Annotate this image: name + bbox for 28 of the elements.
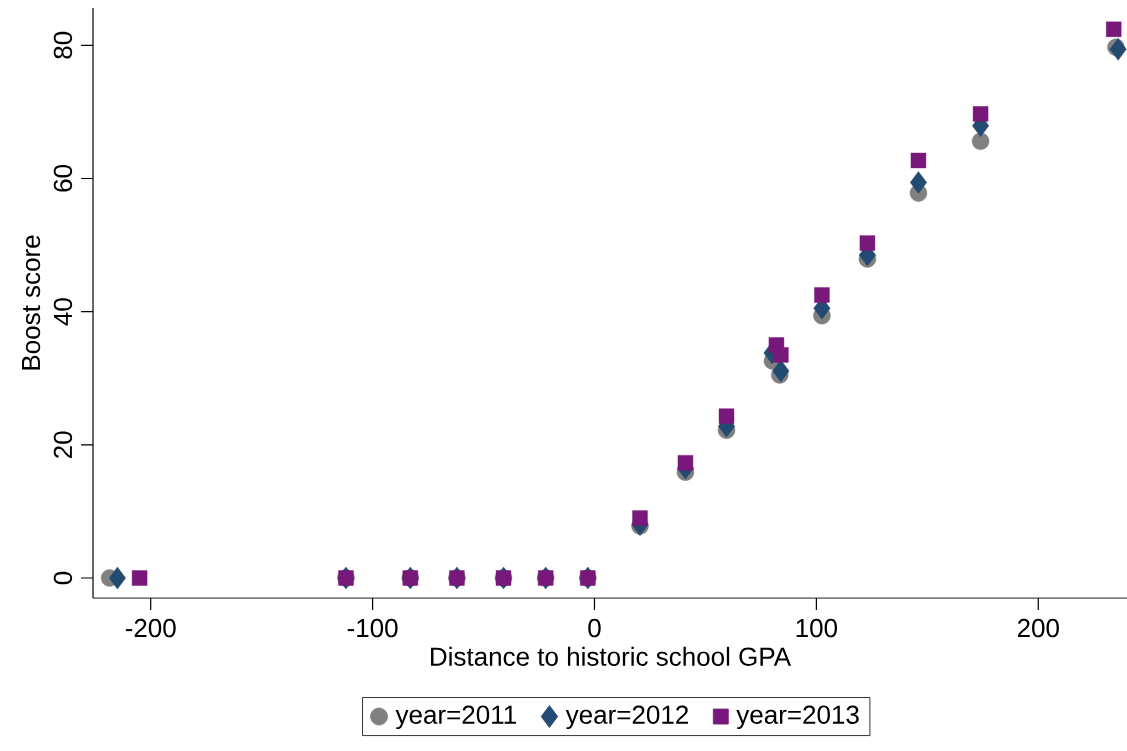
point — [773, 347, 789, 363]
point — [108, 566, 126, 590]
point — [814, 287, 830, 303]
x-tick-label: 100 — [796, 618, 838, 638]
point — [718, 408, 735, 424]
x-tick-label: -200 — [125, 618, 176, 638]
point — [632, 510, 648, 526]
point — [910, 152, 927, 169]
point — [972, 106, 989, 122]
point — [131, 570, 148, 586]
legend-label: year=2012 — [565, 705, 688, 730]
point — [677, 455, 694, 471]
point — [971, 132, 990, 150]
point — [910, 171, 927, 194]
y-tick-label: 0 — [53, 571, 73, 585]
legend-label: year=2013 — [736, 705, 859, 730]
y-axis-title: Boost score — [22, 235, 41, 370]
legend-label: year=2011 — [395, 705, 516, 730]
x-tick-label: -100 — [347, 618, 398, 638]
y-tick-label: 60 — [53, 165, 73, 192]
x-tick-label: 0 — [588, 618, 601, 638]
point — [859, 235, 876, 251]
x-axis-title: Distance to historic school GPA — [431, 646, 792, 666]
point — [1106, 21, 1122, 38]
y-tick-label: 40 — [53, 298, 73, 326]
y-tick-label: 80 — [53, 31, 73, 59]
y-tick-label: 20 — [53, 431, 73, 458]
x-tick-label: 200 — [1017, 618, 1059, 638]
